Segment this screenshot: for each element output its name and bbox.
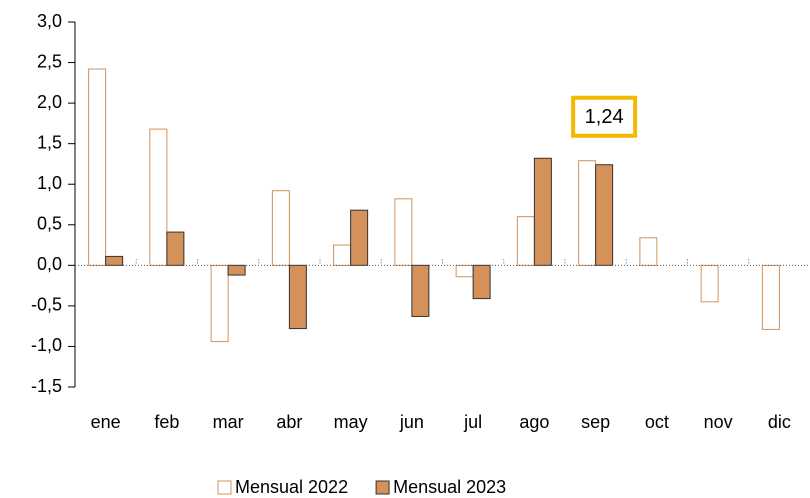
- x-tick-label: sep: [581, 412, 610, 432]
- y-tick-label: 2,5: [37, 51, 62, 71]
- x-tick-label: jul: [463, 412, 482, 432]
- bar: [700, 264, 719, 303]
- y-tick-label: 1,5: [37, 132, 62, 152]
- x-tick-label: ago: [519, 412, 549, 432]
- bar: [227, 264, 246, 276]
- x-tick-label: feb: [154, 412, 179, 432]
- legend-label: Mensual 2023: [393, 477, 506, 497]
- bar: [271, 190, 290, 266]
- legend-swatch: [217, 480, 232, 495]
- value-label: 1,24: [585, 106, 624, 128]
- y-tick-label: 3,0: [37, 11, 62, 31]
- y-tick-label: 1,0: [37, 173, 62, 193]
- y-tick-label: -1,5: [31, 376, 62, 396]
- bar: [350, 209, 369, 266]
- legend-swatch: [375, 480, 390, 495]
- bar: [595, 164, 614, 266]
- x-tick-label: mar: [213, 412, 244, 432]
- value-label-box: [571, 95, 638, 138]
- bar: [639, 237, 658, 266]
- bar: [394, 198, 413, 266]
- x-tick-label: may: [334, 412, 368, 432]
- y-tick-label: -1,0: [31, 335, 62, 355]
- x-tick-label: dic: [768, 412, 791, 432]
- legend-label: Mensual 2022: [235, 477, 348, 497]
- y-tick-label: 0,5: [37, 214, 62, 234]
- y-tick-label: 2,0: [37, 92, 62, 112]
- bar: [210, 264, 229, 343]
- y-tick-label: 0,0: [37, 254, 62, 274]
- y-tick-label: -0,5: [31, 295, 62, 315]
- x-tick-label: ene: [91, 412, 121, 432]
- bar: [761, 264, 780, 330]
- bar: [149, 128, 168, 266]
- bar: [411, 264, 430, 317]
- bar: [472, 264, 491, 300]
- bar: [105, 255, 124, 266]
- x-tick-label: oct: [645, 412, 669, 432]
- x-tick-label: jun: [399, 412, 424, 432]
- bar: [166, 231, 185, 266]
- bar: [516, 216, 535, 266]
- x-tick-label: abr: [276, 412, 302, 432]
- bar: [288, 264, 307, 330]
- bar: [88, 68, 107, 266]
- bar: [533, 157, 552, 266]
- bar: [578, 160, 597, 266]
- x-tick-label: nov: [704, 412, 733, 432]
- bar: [455, 264, 474, 278]
- bar: [333, 244, 352, 266]
